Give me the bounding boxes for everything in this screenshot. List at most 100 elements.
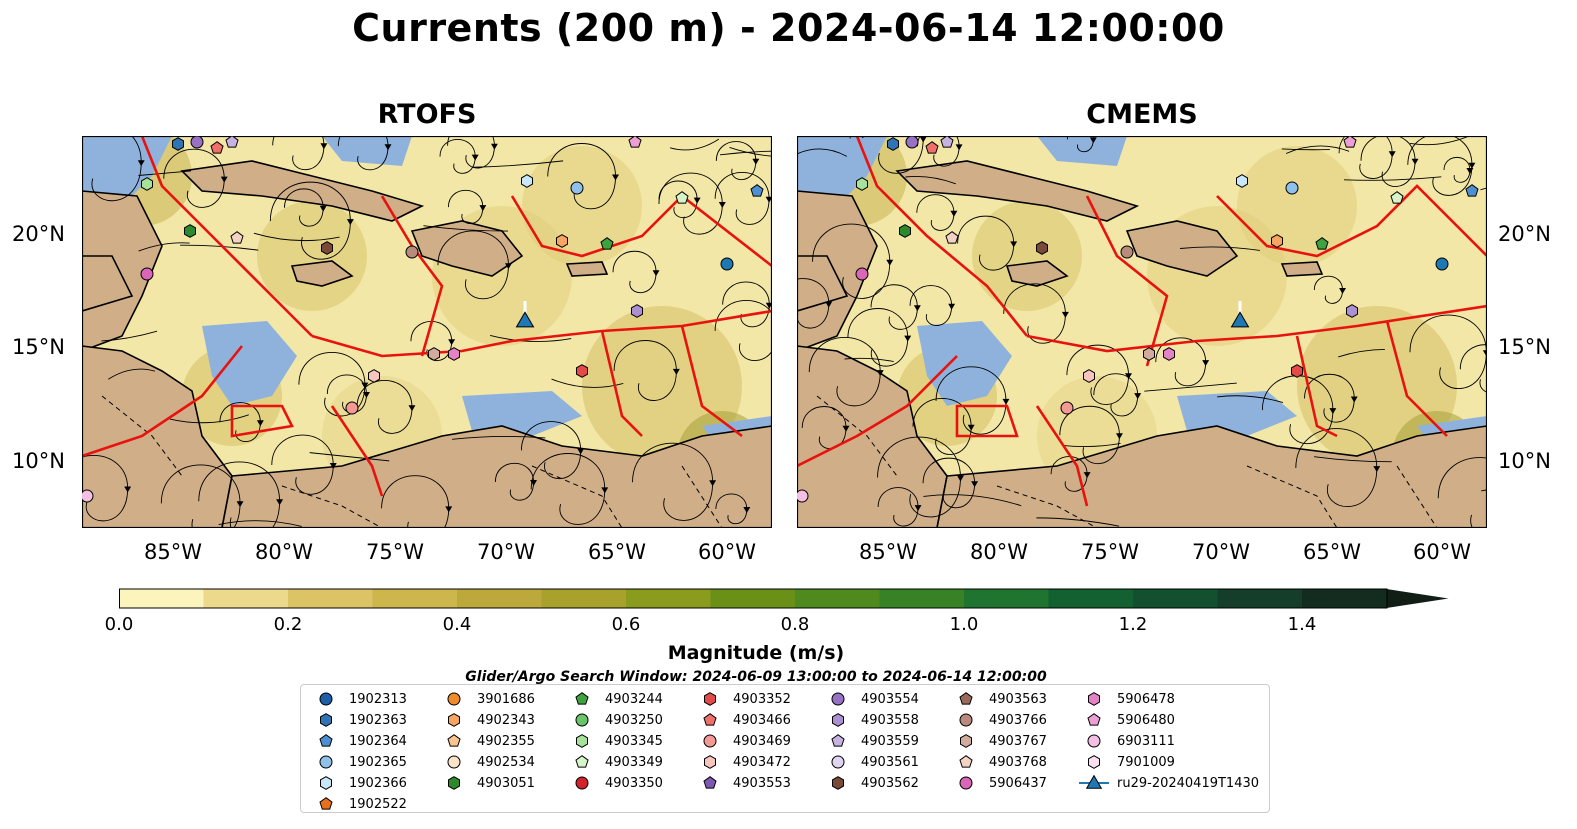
- streamline-arrow: [601, 487, 609, 494]
- lon-label-right-70w: 70°W: [1192, 540, 1250, 564]
- streamline-arrow: [842, 425, 850, 432]
- streamline: [1409, 136, 1471, 146]
- map-frame: [797, 136, 1487, 528]
- streamline-arrow: [876, 370, 884, 377]
- float-marker: [141, 177, 153, 191]
- legend-marker-icon: [831, 734, 845, 747]
- panel-title-rtofs: RTOFS: [377, 99, 477, 130]
- legend-marker-icon: [448, 776, 460, 790]
- legend-marker-icon: [831, 692, 845, 706]
- streamline-arrow: [957, 475, 964, 482]
- glider-marker: [1230, 311, 1250, 328]
- legend-marker-icon: [959, 692, 973, 705]
- legend-marker-icon: [1087, 734, 1101, 748]
- float-marker: [172, 137, 184, 151]
- transport-boundary: [82, 345, 244, 458]
- streamline-arrow: [765, 302, 772, 309]
- transport-boundary: [140, 136, 313, 337]
- streamline-arrow: [1125, 373, 1132, 380]
- legend: 1902313 1902363 1902364 1902365 1902366 19025…: [300, 684, 1270, 813]
- colorbar-tick-label: 0.8: [780, 614, 810, 635]
- colorbar-tick-label: 0.2: [273, 614, 303, 635]
- legend-marker-icon: [703, 776, 717, 789]
- streamline-arrow: [693, 197, 701, 204]
- legend-item: 5906480: [1079, 710, 1175, 730]
- legend-item: 3901686: [439, 689, 535, 709]
- colorbar-segment: [372, 589, 458, 608]
- streamline: [670, 138, 720, 151]
- float-marker: [1236, 174, 1248, 188]
- legend-marker-icon: [447, 734, 461, 747]
- transport-boundary: [797, 355, 958, 468]
- legend-label: 5906478: [1117, 691, 1175, 707]
- legend-label: 4903766: [989, 712, 1047, 728]
- float-marker: [856, 177, 868, 191]
- lon-label-right-75w: 75°W: [1081, 540, 1139, 564]
- streamline: [719, 150, 772, 156]
- legend-label: 4903472: [733, 754, 791, 770]
- streamline-arrow: [577, 448, 585, 455]
- streamline-arrow: [913, 305, 921, 312]
- float-marker: [1120, 245, 1134, 259]
- streamline: [729, 147, 772, 157]
- legend-marker-icon: [959, 692, 973, 705]
- speed-shading: [972, 201, 1082, 311]
- float-marker: [899, 224, 911, 238]
- legend-item: 4903051: [439, 773, 535, 793]
- legend-item: 5906478: [1079, 689, 1175, 709]
- transport-boundary: [600, 330, 643, 437]
- legend-marker-icon: [703, 734, 717, 748]
- legend-marker-icon: [1087, 734, 1101, 748]
- legend-label: 4903559: [861, 733, 919, 749]
- float-marker: [750, 184, 764, 197]
- streamline-arrow: [1134, 393, 1142, 400]
- land-mass: [180, 160, 425, 222]
- streamline-arrow: [320, 143, 328, 150]
- streamline-arrow: [329, 463, 337, 469]
- border-line: [681, 465, 723, 528]
- legend-marker-icon: [320, 713, 332, 727]
- land-mass: [797, 190, 878, 352]
- shallow-water: [917, 321, 1012, 406]
- float-marker: [628, 136, 642, 148]
- legend-item: 4903466: [695, 710, 791, 730]
- legend-marker-icon: [703, 713, 717, 726]
- float-marker: [140, 267, 154, 281]
- streamline: [138, 242, 190, 252]
- legend-marker-icon: [704, 755, 716, 769]
- legend-marker-icon: [319, 734, 333, 747]
- search-window-text: Glider/Argo Search Window: 2024-06-09 13…: [465, 669, 1047, 685]
- legend-label: 4903349: [605, 754, 663, 770]
- streamline-arrow: [448, 339, 456, 346]
- colorbar-segment: [1302, 589, 1387, 608]
- float-marker: [1143, 347, 1155, 361]
- legend-label: 4903768: [989, 754, 1047, 770]
- legend-label: 4903051: [477, 775, 535, 791]
- legend-marker-icon: [704, 755, 716, 769]
- float-marker: [428, 347, 440, 361]
- legend-label: 1902364: [349, 733, 407, 749]
- legend-marker-icon: [575, 713, 589, 727]
- float-marker: [1271, 234, 1283, 248]
- streamline-arrow: [361, 382, 369, 389]
- lon-label-left-85w: 85°W: [144, 540, 202, 564]
- float-marker: [405, 245, 419, 259]
- streamline-arrow: [652, 270, 660, 277]
- legend-label: 4903466: [733, 712, 791, 728]
- legend-item: 1902522: [311, 794, 407, 814]
- map-panel-cmems: [797, 136, 1487, 528]
- legend-item: 1902366: [311, 773, 407, 793]
- float-marker: [855, 267, 869, 281]
- streamline-arrow: [904, 335, 912, 342]
- streamline-arrow: [1083, 472, 1091, 479]
- legend-item: 4903349: [567, 752, 663, 772]
- colorbar-segment: [203, 589, 289, 608]
- float-marker: [1036, 241, 1048, 255]
- legend-marker-icon: [832, 776, 844, 790]
- float-marker: [1291, 364, 1303, 378]
- streamline-arrow: [955, 144, 963, 151]
- legend-marker-icon: [832, 713, 844, 727]
- land-mass: [895, 160, 1140, 222]
- streamline: [423, 225, 509, 232]
- streamline: [1343, 176, 1442, 181]
